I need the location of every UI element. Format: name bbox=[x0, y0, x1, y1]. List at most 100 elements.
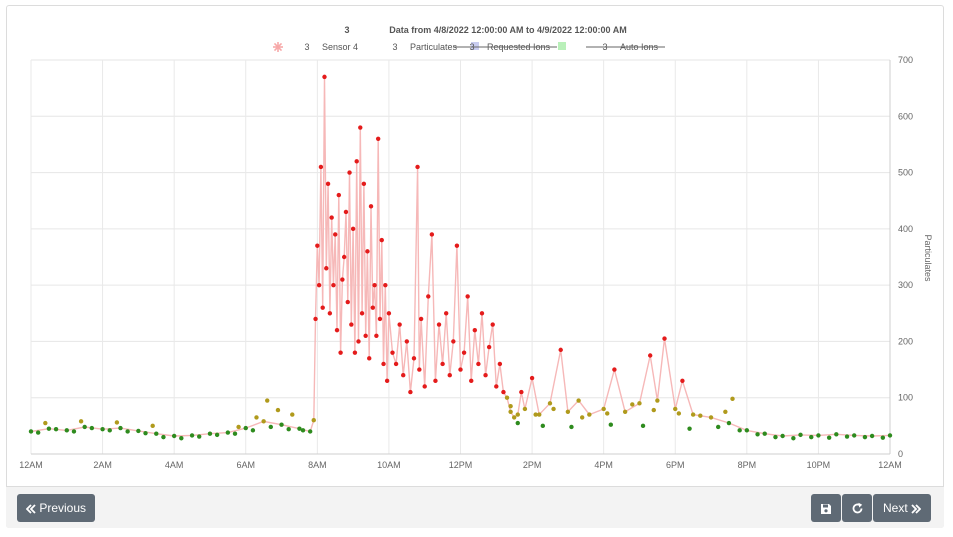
data-point bbox=[225, 430, 231, 435]
data-point bbox=[311, 418, 316, 423]
chart-legend[interactable]: 3 Sensor 4 3 Particulates 3 Requested Ions 3 Au… bbox=[273, 42, 665, 52]
data-point bbox=[622, 409, 628, 414]
chart-card bbox=[6, 5, 944, 528]
data-point bbox=[358, 125, 363, 130]
data-point bbox=[680, 378, 685, 384]
legend-item[interactable]: 3 Particulates bbox=[392, 42, 479, 52]
data-point bbox=[708, 415, 714, 420]
data-point bbox=[522, 406, 528, 412]
data-point bbox=[377, 316, 383, 322]
data-point bbox=[325, 181, 331, 187]
data-point bbox=[551, 406, 556, 412]
data-point bbox=[655, 398, 660, 403]
data-point bbox=[275, 407, 281, 413]
legend-item[interactable]: 3 Requested Ions bbox=[453, 42, 566, 52]
data-point bbox=[601, 406, 606, 412]
data-point bbox=[297, 426, 302, 431]
data-point bbox=[798, 432, 803, 438]
data-point bbox=[469, 378, 474, 384]
data-point bbox=[372, 282, 377, 288]
next-label: Next bbox=[882, 501, 908, 515]
x-tick-label: 6AM bbox=[236, 460, 255, 470]
data-point bbox=[243, 425, 248, 431]
data-point bbox=[476, 361, 481, 367]
legend-marker bbox=[273, 42, 283, 52]
legend-item[interactable]: 3 Auto Ions bbox=[586, 42, 665, 52]
data-point bbox=[290, 412, 295, 417]
data-point bbox=[755, 432, 760, 437]
data-point bbox=[558, 347, 563, 353]
save-button[interactable] bbox=[811, 494, 841, 522]
data-point bbox=[869, 433, 875, 439]
data-point bbox=[100, 427, 105, 432]
data-point bbox=[374, 333, 379, 338]
data-point bbox=[250, 428, 256, 433]
data-point bbox=[161, 434, 166, 440]
data-point bbox=[540, 423, 546, 429]
y-tick-label: 400 bbox=[898, 224, 913, 234]
x-tick-label: 2PM bbox=[523, 460, 542, 470]
data-point bbox=[154, 431, 159, 436]
data-point bbox=[637, 401, 642, 406]
data-point bbox=[587, 412, 592, 417]
data-point bbox=[254, 415, 259, 420]
data-point bbox=[338, 350, 343, 355]
data-point bbox=[64, 428, 69, 433]
data-point bbox=[361, 181, 367, 187]
data-point bbox=[608, 422, 614, 427]
x-tick-label: 8PM bbox=[738, 460, 757, 470]
data-point bbox=[490, 322, 495, 327]
legend-marker bbox=[471, 42, 479, 50]
data-point bbox=[386, 311, 392, 316]
data-point bbox=[408, 389, 413, 395]
data-point bbox=[569, 424, 574, 430]
next-button[interactable]: Next bbox=[873, 494, 931, 522]
refresh-icon bbox=[852, 503, 862, 514]
data-point bbox=[349, 322, 354, 327]
data-point bbox=[780, 433, 785, 439]
data-point bbox=[350, 226, 356, 232]
data-point bbox=[440, 361, 445, 367]
data-point bbox=[515, 420, 520, 426]
data-point bbox=[519, 389, 524, 395]
sensor-chart: 3 Data from 4/8/2022 12:00:00 AM to 4/9/… bbox=[19, 25, 933, 470]
data-point bbox=[547, 401, 553, 406]
data-point bbox=[345, 299, 350, 305]
legend-name: Sensor 4 bbox=[322, 42, 358, 52]
data-point bbox=[71, 429, 77, 434]
double-chevron-right-icon bbox=[911, 504, 922, 514]
previous-button[interactable]: Previous bbox=[17, 494, 95, 522]
x-tick-label: 8AM bbox=[308, 460, 327, 470]
data-point bbox=[118, 425, 123, 431]
data-point bbox=[436, 322, 442, 327]
data-point bbox=[125, 429, 130, 434]
y-tick-label: 500 bbox=[898, 168, 913, 178]
data-point bbox=[508, 403, 513, 409]
data-point bbox=[676, 411, 682, 416]
y-tick-label: 300 bbox=[898, 280, 913, 290]
data-point bbox=[390, 350, 395, 355]
data-point bbox=[773, 434, 778, 440]
data-point bbox=[447, 373, 452, 378]
x-tick-label: 2AM bbox=[93, 460, 112, 470]
data-point bbox=[515, 412, 520, 417]
data-point bbox=[465, 294, 470, 299]
data-point bbox=[28, 429, 34, 434]
data-point bbox=[418, 316, 424, 322]
legend-item[interactable]: 3 Sensor 4 bbox=[273, 42, 358, 52]
data-point bbox=[43, 420, 48, 426]
refresh-button[interactable] bbox=[842, 494, 872, 522]
data-point bbox=[329, 215, 334, 220]
legend-name: Particulates bbox=[410, 42, 458, 52]
data-point bbox=[214, 432, 220, 438]
data-point bbox=[363, 333, 368, 338]
data-point bbox=[433, 378, 438, 384]
data-point bbox=[716, 424, 721, 430]
data-point bbox=[472, 327, 478, 333]
data-point bbox=[698, 413, 703, 418]
data-point bbox=[429, 232, 435, 237]
y-tick-label: 0 bbox=[898, 449, 903, 459]
data-point bbox=[826, 435, 832, 440]
data-point bbox=[179, 436, 184, 441]
legend-marker bbox=[558, 42, 566, 50]
